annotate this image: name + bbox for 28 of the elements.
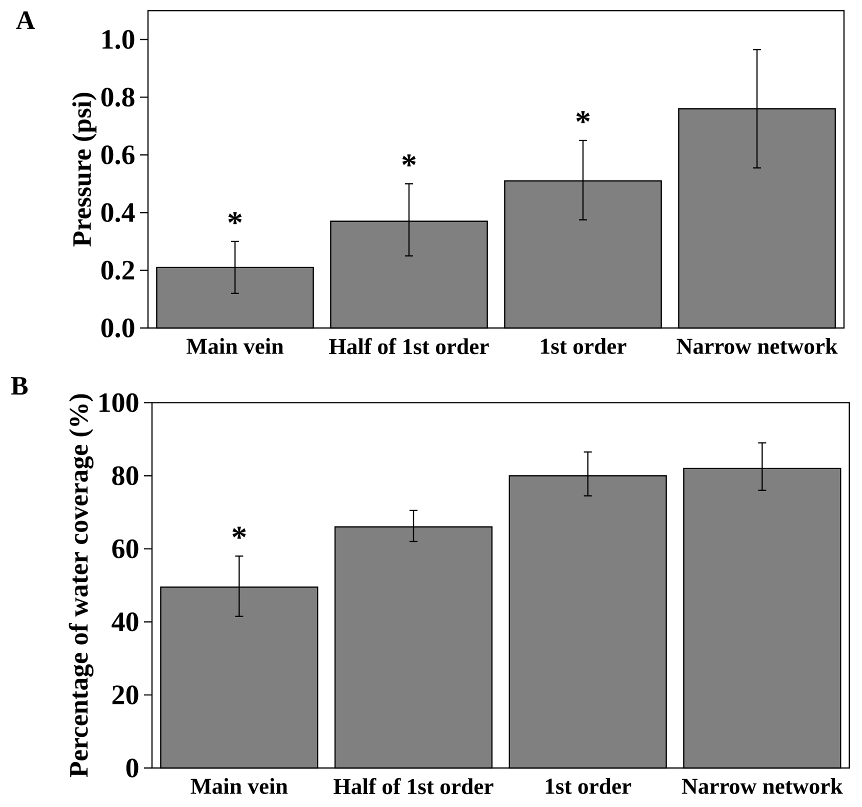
y-tick-label: 0.2	[101, 260, 134, 280]
x-tick-label: Main vein	[186, 338, 284, 354]
x-tick-label: Half of 1st order	[329, 338, 489, 354]
y-tick-label: 0.6	[101, 145, 134, 164]
annotation: *	[228, 212, 242, 224]
y-tick-label: 0.8	[101, 88, 134, 107]
annotation: *	[576, 111, 590, 124]
y-tick-label: 80	[112, 466, 138, 486]
x-tick-label: 1st order	[541, 338, 626, 354]
y-tick-label: 100	[100, 393, 138, 412]
y-tick-label: 0.0	[101, 318, 134, 338]
y-tick-label: 20	[112, 685, 138, 704]
y-tick-label: 1.0	[102, 30, 134, 50]
annotation: *	[402, 154, 416, 166]
x-tick-label: Main vein	[190, 778, 288, 794]
chart-title: B	[11, 377, 28, 395]
y-tick-label: 0	[126, 758, 138, 778]
y-tick-label: 60	[112, 539, 138, 558]
y-tick-label: 0.4	[101, 203, 135, 222]
annotation: *	[232, 526, 246, 539]
y-axis-title: Pressure (psi)	[72, 92, 96, 247]
y-axis-title: Percentage of water coverage (%)	[68, 394, 94, 778]
x-tick-label: Narrow network	[676, 338, 838, 354]
x-tick-label: 1st order	[546, 778, 632, 794]
y-tick-label: 40	[112, 612, 138, 632]
chart-title: A	[16, 11, 35, 29]
x-tick-label: Half of 1st order	[334, 778, 494, 794]
x-tick-label: Narrow network	[682, 778, 843, 794]
